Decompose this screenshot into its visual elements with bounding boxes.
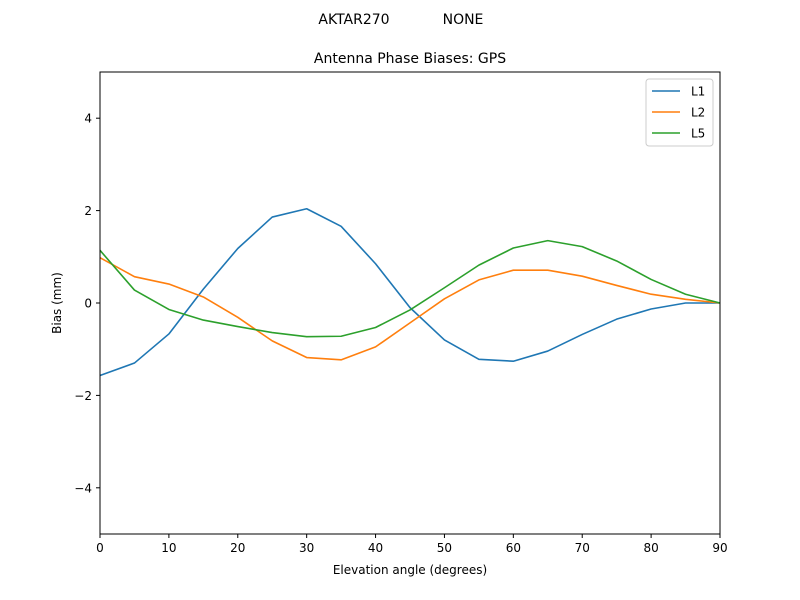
- y-tick-label: 2: [84, 204, 92, 218]
- x-axis-label: Elevation angle (degrees): [333, 563, 487, 577]
- plot-area: [100, 72, 720, 534]
- series-line-l2: [99, 257, 721, 361]
- y-axis-ticks: −4 −2 0 2 4: [74, 112, 100, 495]
- x-axis-ticks: 0 10 20 30 40 50 60 70 80 90: [96, 534, 728, 555]
- x-tick-label: 70: [575, 541, 590, 555]
- legend-label-l5: L5: [691, 127, 705, 141]
- x-tick-label: 90: [712, 541, 727, 555]
- x-tick-label: 20: [230, 541, 245, 555]
- legend: L1 L2 L5: [645, 78, 714, 147]
- x-tick-label: 80: [643, 541, 658, 555]
- y-tick-label: −2: [74, 389, 92, 403]
- legend-label-l1: L1: [691, 85, 705, 99]
- chart-title: Antenna Phase Biases: GPS: [314, 51, 506, 67]
- y-tick-label: 4: [84, 112, 92, 126]
- x-tick-label: 60: [506, 541, 521, 555]
- x-tick-label: 40: [368, 541, 383, 555]
- series-line-l5: [99, 239, 721, 338]
- x-tick-label: 50: [437, 541, 452, 555]
- y-tick-label: 0: [84, 297, 92, 311]
- series-lines: [99, 207, 721, 377]
- suptitle-right: NONE: [443, 12, 484, 28]
- series-line-l1: [99, 207, 720, 377]
- x-tick-label: 30: [299, 541, 314, 555]
- plot-frame: [99, 71, 721, 535]
- x-tick-label: 0: [96, 541, 104, 555]
- y-axis-label: Bias (mm): [50, 272, 64, 334]
- suptitle-left: AKTAR270: [318, 12, 389, 28]
- legend-label-l2: L2: [691, 106, 705, 120]
- x-tick-label: 10: [161, 541, 176, 555]
- y-tick-label: −4: [74, 481, 92, 495]
